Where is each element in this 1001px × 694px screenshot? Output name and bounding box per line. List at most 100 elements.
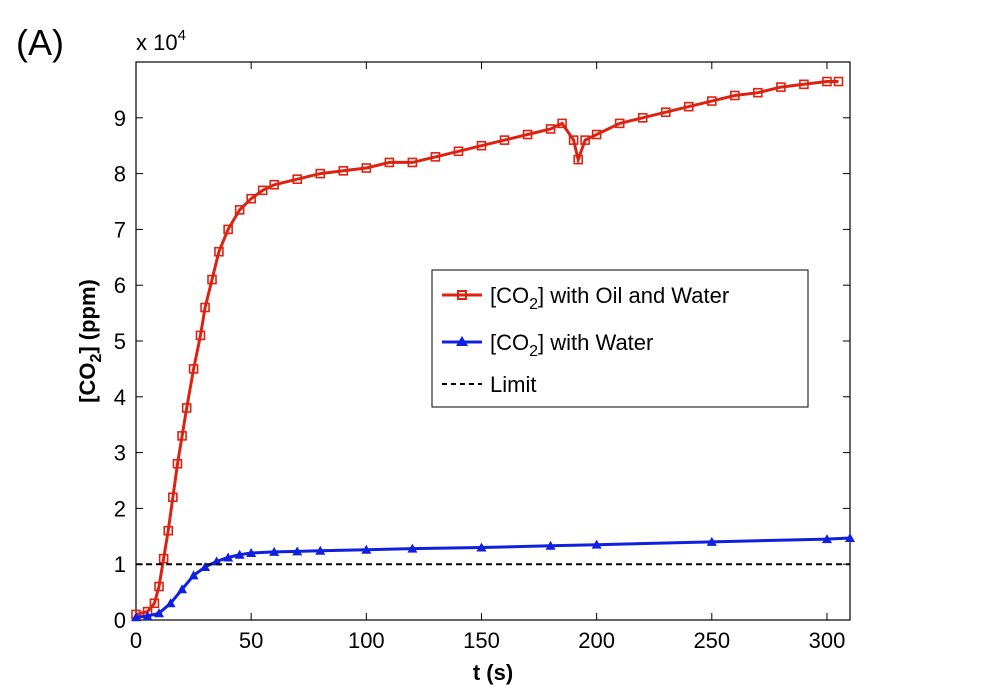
data-point-0	[384, 157, 395, 168]
legend-label-limit: Limit	[490, 372, 536, 397]
data-point-0	[163, 525, 174, 536]
data-point-0	[207, 274, 217, 285]
data-point-1	[131, 612, 141, 622]
x-tick-label: 200	[578, 628, 615, 653]
data-point-0	[568, 135, 579, 145]
legend-label-water: [CO2] with Water	[490, 330, 653, 360]
data-point-0	[223, 224, 233, 235]
data-point-1	[154, 608, 165, 618]
x-tick-label: 150	[463, 628, 500, 653]
data-point-0	[257, 185, 268, 196]
data-point-1	[211, 556, 222, 566]
data-point-0	[476, 140, 487, 151]
data-point-0	[591, 129, 602, 140]
data-point-0	[234, 205, 245, 215]
data-point-1	[292, 546, 303, 556]
data-point-0	[833, 76, 844, 87]
legend-item-water: [CO2] with Water	[442, 330, 653, 360]
y-axis-title: [CO2] (ppm)	[75, 279, 105, 403]
x-tick-label: 250	[693, 628, 730, 653]
panel-label: (A)	[16, 22, 64, 63]
data-point-0	[573, 154, 584, 165]
y-tick-label: 9	[114, 106, 126, 131]
y-tick-label: 5	[114, 329, 126, 354]
data-point-0	[707, 96, 717, 106]
data-point-0	[214, 246, 224, 257]
y-tick-label: 3	[114, 441, 126, 466]
y-tick-label: 0	[114, 608, 126, 633]
data-point-0	[177, 431, 187, 441]
data-point-0	[172, 458, 183, 469]
data-point-1	[821, 534, 832, 544]
series-layer	[131, 76, 855, 622]
data-point-0	[338, 166, 349, 176]
data-point-1	[246, 548, 257, 558]
data-point-0	[292, 174, 303, 184]
x-tick-label: 50	[239, 628, 263, 653]
y-tick-label: 8	[114, 162, 126, 187]
data-point-0	[499, 135, 510, 145]
axis-ticks: 0 50 100 150 200 250 300 0 1 2 3 4 5 6 7 8 9	[114, 62, 850, 653]
legend-item-limit: Limit	[442, 372, 536, 397]
data-point-1	[234, 549, 245, 559]
data-point-0	[195, 330, 206, 341]
data-point-0	[683, 101, 694, 112]
data-point-0	[545, 124, 556, 134]
data-point-1	[269, 546, 280, 556]
x-tick-label: 300	[809, 628, 846, 653]
legend-label-oil-water: [CO2] with Oil and Water	[490, 283, 729, 313]
x-tick-label: 100	[348, 628, 385, 653]
data-point-0	[315, 168, 326, 179]
data-point-1	[545, 540, 556, 550]
data-point-0	[580, 135, 590, 145]
y-tick-label: 2	[114, 496, 126, 521]
data-point-0	[407, 157, 418, 168]
data-point-0	[188, 364, 199, 374]
data-point-0	[822, 76, 832, 87]
data-point-0	[269, 179, 279, 190]
data-point-1	[476, 542, 487, 552]
data-point-0	[637, 113, 648, 123]
data-point-0	[158, 553, 169, 564]
y-tick-label: 7	[114, 217, 126, 242]
data-point-0	[246, 193, 256, 204]
data-point-0	[361, 163, 372, 173]
legend-square-marker	[457, 290, 467, 300]
data-point-1	[591, 539, 602, 549]
legend: [CO2] with Oil and Water [CO2] with Wate…	[431, 269, 809, 408]
legend-item-oil-water: [CO2] with Oil and Water	[442, 283, 729, 313]
data-point-0	[522, 129, 533, 140]
series-line-1	[135, 536, 851, 619]
legend-triangle-marker	[456, 336, 468, 346]
data-point-1	[315, 545, 326, 555]
data-point-0	[453, 146, 464, 157]
data-point-1	[188, 570, 199, 580]
data-point-1	[200, 561, 211, 571]
data-point-0	[557, 118, 567, 129]
data-point-0	[776, 82, 786, 92]
data-point-0	[168, 492, 178, 503]
legend-box	[431, 269, 809, 408]
data-point-1	[845, 532, 855, 542]
y-tick-label: 4	[114, 385, 126, 410]
data-point-1	[706, 536, 717, 546]
data-point-1	[177, 584, 188, 594]
data-point-0	[753, 87, 763, 98]
y-tick-label: 6	[114, 273, 126, 298]
x-tick-label: 0	[130, 628, 142, 653]
data-point-0	[660, 107, 671, 118]
data-point-1	[361, 544, 372, 554]
data-point-0	[181, 403, 192, 413]
data-point-0	[614, 118, 625, 129]
x-axis-title: t (s)	[473, 660, 513, 685]
data-point-1	[223, 552, 234, 562]
y-exponent-label: x 104	[136, 27, 186, 55]
data-point-0	[149, 598, 160, 609]
data-point-1	[165, 598, 176, 608]
data-point-1	[407, 543, 418, 553]
data-point-0	[799, 79, 809, 90]
data-point-0	[730, 90, 740, 101]
data-point-0	[200, 302, 210, 313]
y-tick-label: 1	[114, 552, 126, 577]
